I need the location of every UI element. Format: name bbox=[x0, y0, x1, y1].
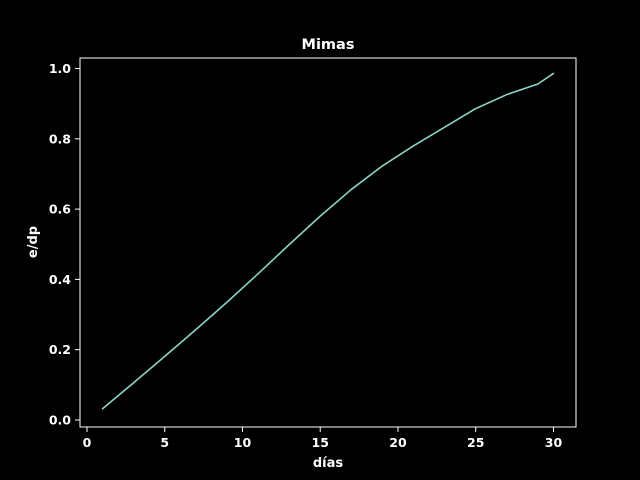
series-layer bbox=[101, 72, 555, 410]
plot-frame bbox=[79, 57, 577, 428]
x-tick-label: 10 bbox=[234, 435, 252, 450]
x-tick-label: 25 bbox=[467, 435, 484, 450]
y-tick-label: 0.6 bbox=[49, 202, 71, 217]
y-axis-ticks: 0.0 0.2 0.4 0.6 0.8 1.0 bbox=[49, 61, 80, 427]
y-tick-label: 0.4 bbox=[49, 272, 71, 287]
plot-area bbox=[79, 57, 577, 428]
y-tick-label: 1.0 bbox=[49, 61, 71, 76]
x-tick-label: 0 bbox=[83, 435, 92, 450]
y-tick-label: 0.2 bbox=[49, 342, 71, 357]
x-tick-label: 5 bbox=[160, 435, 169, 450]
chart-title: Mimas bbox=[302, 37, 355, 53]
x-tick-label: 15 bbox=[312, 435, 329, 450]
x-axis-label: días bbox=[313, 456, 344, 471]
y-axis-label: e/dp bbox=[26, 226, 41, 258]
series-line bbox=[101, 72, 555, 410]
x-tick-label: 20 bbox=[389, 435, 407, 450]
x-axis-ticks: 0 5 10 15 20 25 30 bbox=[83, 427, 563, 450]
y-tick-label: 0.8 bbox=[49, 131, 71, 146]
y-tick-label: 0.0 bbox=[49, 412, 71, 427]
x-tick-label: 30 bbox=[545, 435, 563, 450]
